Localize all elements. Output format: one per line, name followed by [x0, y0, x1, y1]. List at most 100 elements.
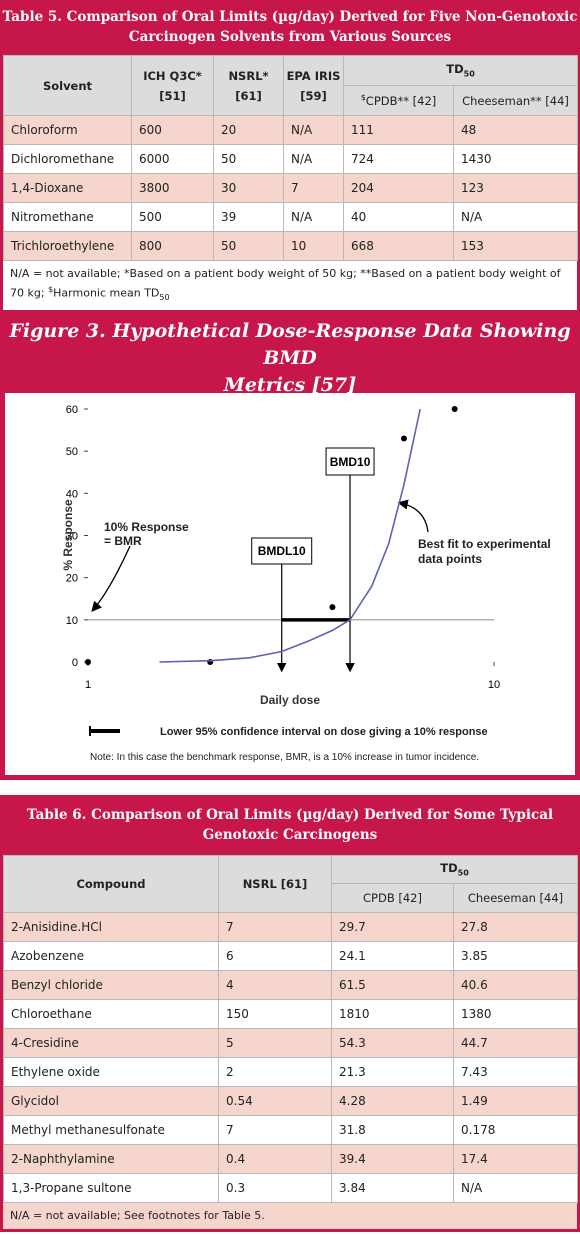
cell: 3.85: [453, 941, 578, 971]
column-header: ICH Q3C* [51]: [131, 55, 214, 116]
y-tick-label: 20: [66, 573, 78, 585]
cell: 2: [218, 1057, 332, 1087]
column-header: NSRL* [61]: [213, 55, 284, 116]
header-row: $CPDB** [42] Cheeseman** [44]: [4, 85, 578, 116]
cell: 1430: [453, 144, 578, 174]
cell: 4-Cresidine: [3, 1028, 219, 1058]
cell: 5: [218, 1028, 332, 1058]
cell: 153: [453, 231, 578, 261]
y-tick-label: 50: [66, 446, 78, 458]
row: 1,4-Dioxane 3800 30 7 204 123: [3, 173, 578, 203]
group-header: TD50: [331, 855, 578, 884]
row: Ethylene oxide 2 21.3 7.43: [3, 1057, 578, 1087]
table-frame: Solvent ICH Q3C* [51] NSRL* [61] EPA IRIS [59]…: [0, 55, 580, 314]
y-axis-label: % Response: [61, 499, 75, 571]
cell: 1,4-Dioxane: [3, 173, 132, 203]
title-line: Table 5. Comparison of Oral Limits (µg/d…: [2, 9, 578, 25]
cell: N/A: [453, 1173, 578, 1203]
cell: 17.4: [453, 1144, 578, 1174]
note: Note: In this case the benchmark respons…: [90, 752, 479, 763]
superscript: $: [48, 285, 54, 294]
legend-label: Lower 95% confidence interval on dose gi…: [160, 726, 488, 738]
annotation-arrow: [397, 499, 429, 533]
chart: 0 10 20 30 40 50 60 1 10 Daily dose % Response BMD1…: [5, 393, 575, 775]
table-title: Table 6. Comparison of Oral Limits (µg/d…: [0, 795, 580, 855]
bmd-label: BMD10: [330, 455, 371, 469]
chart-body: 0 10 20 30 40 50 60 1 10 Daily dose % Response BMD1…: [61, 404, 551, 763]
cell: 7.43: [453, 1057, 578, 1087]
cell: 1.49: [453, 1086, 578, 1116]
sub-header: $CPDB** [42]: [343, 85, 454, 116]
cell: N/A: [283, 202, 344, 232]
column-header: NSRL [61]: [218, 855, 332, 913]
header-line: [51]: [159, 88, 186, 103]
table-frame: Compound NSRL [61] TD50 CPDB [42] Cheeseman …: [0, 855, 580, 1232]
cell: 1810: [331, 999, 454, 1029]
subscript: 50: [159, 292, 170, 302]
y-tick-label: 60: [66, 404, 78, 416]
cell: 54.3: [331, 1028, 454, 1058]
cell: 48: [453, 115, 578, 145]
cell: 10: [283, 231, 344, 261]
cell: 1380: [453, 999, 578, 1029]
cell: 123: [453, 173, 578, 203]
text: CPDB** [42]: [365, 93, 437, 108]
row: Nitromethane 500 39 N/A 40 N/A: [3, 202, 578, 232]
cell: Benzyl chloride: [3, 970, 219, 1000]
figure-title: Figure 3. Hypothetical Dose-Response Dat…: [0, 310, 580, 399]
bmr-annotation: 10% Response: [104, 520, 189, 534]
annotation-arrow: [91, 545, 131, 612]
bmdl-label: BMDL10: [258, 544, 306, 558]
text: TD: [440, 861, 458, 876]
cell: 2-Anisidine.HCl: [3, 912, 219, 942]
x-axis-label: Daily dose: [260, 693, 320, 707]
cell: 7: [218, 912, 332, 942]
cell: 29.7: [331, 912, 454, 942]
cell: N/A: [453, 202, 578, 232]
cell: Chloroethane: [3, 999, 219, 1029]
subscript: 50: [457, 868, 469, 878]
cell: 4: [218, 970, 332, 1000]
cell: 3800: [131, 173, 214, 203]
cell: Azobenzene: [3, 941, 219, 971]
cell: 500: [131, 202, 214, 232]
group-header: TD50: [343, 55, 578, 86]
y-tick-label: 10: [66, 615, 78, 627]
header-line: Compound: [76, 877, 146, 891]
cell: 800: [131, 231, 214, 261]
cell: 668: [343, 231, 454, 261]
cell: 3.84: [331, 1173, 454, 1203]
header-line: ICH Q3C*: [143, 68, 202, 83]
cell: N/A: [283, 115, 344, 145]
y-tick-label: 0: [72, 657, 78, 669]
cell: 0.54: [218, 1086, 332, 1116]
text: Cheeseman** [44]: [462, 93, 569, 108]
row: 1,3-Propane sultone 0.3 3.84 N/A: [3, 1173, 578, 1203]
table: Solvent ICH Q3C* [51] NSRL* [61] EPA IRIS [59]…: [3, 55, 578, 261]
sub-header: Cheeseman** [44]: [453, 85, 578, 116]
text: Cheeseman [44]: [467, 891, 564, 905]
fit-curve: [159, 408, 421, 663]
cell: 0.3: [218, 1173, 332, 1203]
row: Benzyl chloride 4 61.5 40.6: [3, 970, 578, 1000]
x-tick-label: 1: [85, 679, 91, 691]
cell: 27.8: [453, 912, 578, 942]
cell: 21.3: [331, 1057, 454, 1087]
cell: 7: [218, 1115, 332, 1145]
cell: Dichloromethane: [3, 144, 132, 174]
sub-header: CPDB [42]: [331, 883, 454, 913]
cell: 61.5: [331, 970, 454, 1000]
cell: 20: [213, 115, 284, 145]
row: 2-Anisidine.HCl 7 29.7 27.8: [3, 912, 578, 942]
x-tick-label: 10: [488, 679, 500, 691]
header-row: Compound NSRL [61] TD50: [3, 855, 578, 913]
cell: 1,3-Propane sultone: [3, 1173, 219, 1203]
cell: 31.8: [331, 1115, 454, 1145]
column-header: Solvent: [3, 55, 132, 116]
text: CPDB [42]: [363, 891, 422, 905]
cell: 39: [213, 202, 284, 232]
title-line: Carcinogen Solvents from Various Sources: [128, 29, 452, 45]
header-row: CPDB [42] Cheeseman [44]: [4, 883, 578, 913]
table-5: Table 5. Comparison of Oral Limits (µg/d…: [0, 0, 580, 314]
